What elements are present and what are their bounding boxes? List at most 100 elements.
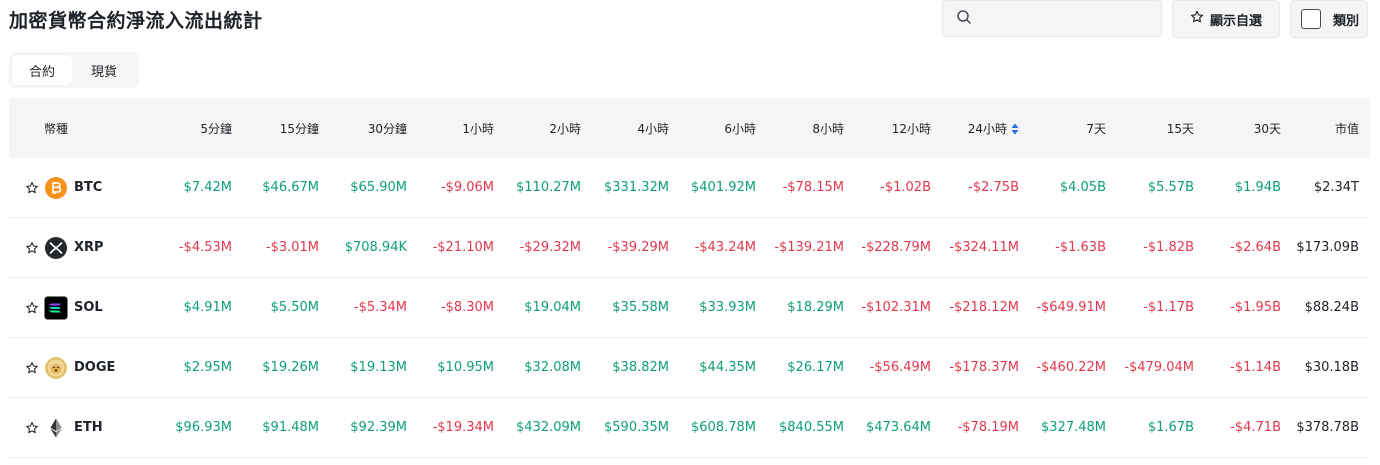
column-header-2h[interactable]: 2小時: [549, 121, 581, 136]
netflow-24h-value: -$178.37M: [949, 360, 1019, 375]
show-favorites-button[interactable]: 顯示自選: [1172, 0, 1280, 38]
sol-logo-icon: [44, 296, 68, 320]
netflow-4h-value: $35.58M: [612, 300, 669, 315]
star-outline-icon: [1190, 10, 1204, 28]
column-header-4h[interactable]: 4小時: [637, 121, 669, 136]
search-box[interactable]: [942, 0, 1162, 37]
netflow-6h-value: $44.35M: [699, 360, 756, 375]
column-header-8h[interactable]: 8小時: [812, 121, 844, 136]
coin-cell: ETH: [9, 416, 159, 440]
table-row[interactable]: SOL $4.91M $5.50M -$5.34M -$8.30M $19.04M $35.…: [9, 278, 1370, 338]
favorite-star-icon[interactable]: [25, 241, 39, 255]
netflow-6h-value: $608.78M: [691, 420, 756, 435]
market-cap-value: $2.34T: [1313, 180, 1359, 195]
netflow-12h-value: -$1.02B: [880, 180, 931, 195]
netflow-15m-value: $46.67M: [262, 180, 319, 195]
table-row[interactable]: XRP -$4.53M -$3.01M $708.94K -$21.10M -$29.32…: [9, 218, 1370, 278]
column-header-15d[interactable]: 15天: [1166, 121, 1194, 136]
netflow-1h-value: $10.95M: [437, 360, 494, 375]
netflow-12h-value: -$228.79M: [861, 240, 931, 255]
netflow-2h-value: $19.04M: [524, 300, 581, 315]
column-header-15m[interactable]: 15分鐘: [279, 121, 319, 136]
market-cap-value: $88.24B: [1304, 300, 1359, 315]
coin-symbol[interactable]: SOL: [74, 300, 103, 315]
netflow-6h-value: -$43.24M: [694, 240, 756, 255]
netflow-15m-value: $91.48M: [262, 420, 319, 435]
column-header-coin[interactable]: 幣種: [44, 121, 69, 136]
column-header-6h[interactable]: 6小時: [724, 121, 756, 136]
netflow-15m-value: $5.50M: [270, 300, 319, 315]
netflow-30d-value: $1.94B: [1234, 180, 1281, 195]
column-header-12h[interactable]: 12小時: [891, 121, 931, 136]
market-cap-value: $378.78B: [1296, 420, 1359, 435]
netflow-24h-value: -$324.11M: [949, 240, 1019, 255]
netflow-5m-value: $2.95M: [183, 360, 232, 375]
netflow-30d-value: -$4.71B: [1230, 420, 1281, 435]
netflow-30d-value: -$2.64B: [1230, 240, 1281, 255]
table-header: 幣種 5分鐘 15分鐘 30分鐘 1小時 2小時 4小時 6小時 8小時 12小…: [9, 98, 1370, 158]
coin-symbol[interactable]: BTC: [74, 180, 103, 195]
favorite-star-icon[interactable]: [25, 361, 39, 375]
netflow-8h-value: $840.55M: [779, 420, 844, 435]
table-row[interactable]: DOGE $2.95M $19.26M $19.13M $10.95M $32.08M $3…: [9, 338, 1370, 398]
column-header-24h[interactable]: 24小時: [931, 120, 1019, 137]
netflow-4h-value: -$39.29M: [607, 240, 669, 255]
netflow-7d-value: -$460.22M: [1036, 360, 1106, 375]
netflow-30m-value: $19.13M: [350, 360, 407, 375]
table-row[interactable]: ETH $96.93M $91.48M $92.39M -$19.34M $432.09M…: [9, 398, 1370, 458]
column-header-market-cap[interactable]: 市值: [1334, 121, 1359, 136]
netflow-table: 幣種 5分鐘 15分鐘 30分鐘 1小時 2小時 4小時 6小時 8小時 12小…: [9, 98, 1370, 458]
tab-spot[interactable]: 現貨: [90, 64, 117, 80]
category-checkbox[interactable]: [1301, 9, 1321, 29]
search-input[interactable]: [980, 11, 1150, 26]
netflow-15d-value: $5.57B: [1147, 180, 1194, 195]
netflow-2h-value: $32.08M: [524, 360, 581, 375]
netflow-2h-value: $110.27M: [516, 180, 581, 195]
netflow-2h-value: $432.09M: [516, 420, 581, 435]
netflow-4h-value: $331.32M: [604, 180, 669, 195]
column-header-1h[interactable]: 1小時: [462, 121, 494, 136]
column-header-24h-label: 24小時: [967, 121, 1007, 136]
market-cap-value: $30.18B: [1304, 360, 1359, 375]
category-toggle[interactable]: 類別: [1290, 0, 1368, 38]
netflow-24h-value: -$2.75B: [968, 180, 1019, 195]
netflow-7d-value: -$649.91M: [1036, 300, 1106, 315]
column-header-30m[interactable]: 30分鐘: [367, 121, 407, 136]
column-header-7d[interactable]: 7天: [1086, 121, 1106, 136]
coin-cell: DOGE: [9, 356, 159, 380]
netflow-8h-value: -$139.21M: [774, 240, 844, 255]
netflow-1h-value: -$19.34M: [432, 420, 494, 435]
netflow-7d-value: -$1.63B: [1055, 240, 1106, 255]
netflow-1h-value: -$9.06M: [440, 180, 494, 195]
column-header-30d[interactable]: 30天: [1253, 121, 1281, 136]
netflow-30d-value: -$1.95B: [1230, 300, 1281, 315]
favorite-star-icon[interactable]: [25, 301, 39, 315]
netflow-4h-value: $38.82M: [612, 360, 669, 375]
netflow-8h-value: $26.17M: [787, 360, 844, 375]
sort-icon: [1011, 123, 1019, 135]
netflow-6h-value: $33.93M: [699, 300, 756, 315]
favorite-star-icon[interactable]: [25, 181, 39, 195]
tab-futures[interactable]: 合約: [12, 55, 72, 85]
column-header-5m[interactable]: 5分鐘: [200, 121, 232, 136]
search-icon: [956, 9, 972, 29]
market-cap-value: $173.09B: [1296, 240, 1359, 255]
category-label: 類別: [1333, 13, 1360, 29]
table-row[interactable]: BTC $7.42M $46.67M $65.90M -$9.06M $110.27M $3…: [9, 158, 1370, 218]
netflow-24h-value: -$218.12M: [949, 300, 1019, 315]
coin-symbol[interactable]: XRP: [74, 240, 104, 255]
coin-symbol[interactable]: ETH: [74, 420, 103, 435]
netflow-15m-value: -$3.01M: [265, 240, 319, 255]
coin-symbol[interactable]: DOGE: [74, 360, 116, 375]
netflow-1h-value: -$8.30M: [440, 300, 494, 315]
page-title: 加密貨幣合約淨流入流出統計: [9, 10, 263, 32]
netflow-15d-value: $1.67B: [1147, 420, 1194, 435]
netflow-12h-value: -$102.31M: [861, 300, 931, 315]
eth-logo-icon: [44, 416, 68, 440]
doge-logo-icon: [44, 356, 68, 380]
netflow-4h-value: $590.35M: [604, 420, 669, 435]
netflow-30m-value: $708.94K: [344, 240, 407, 255]
favorite-star-icon[interactable]: [25, 421, 39, 435]
netflow-12h-value: -$56.49M: [869, 360, 931, 375]
market-type-tabs: 合約 現貨: [9, 52, 139, 88]
